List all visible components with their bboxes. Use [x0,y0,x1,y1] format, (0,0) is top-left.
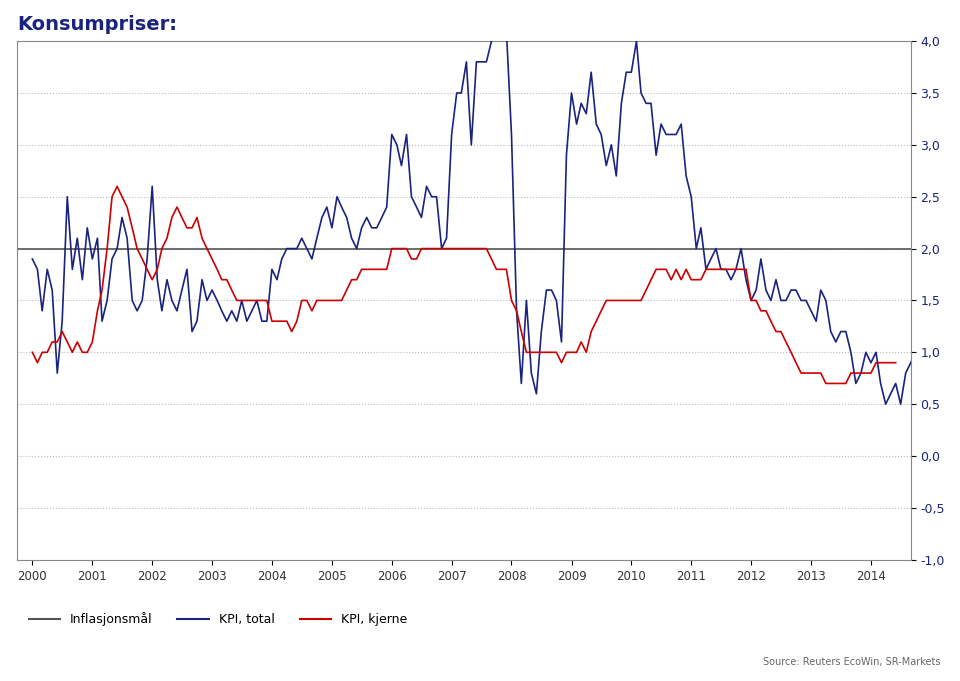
Text: Konsumpriser:: Konsumpriser: [17,15,178,34]
Text: Source: Reuters EcoWin, SR-Markets: Source: Reuters EcoWin, SR-Markets [763,657,941,667]
Legend: Inflasjonsmål, KPI, total, KPI, kjerne: Inflasjonsmål, KPI, total, KPI, kjerne [23,607,412,631]
